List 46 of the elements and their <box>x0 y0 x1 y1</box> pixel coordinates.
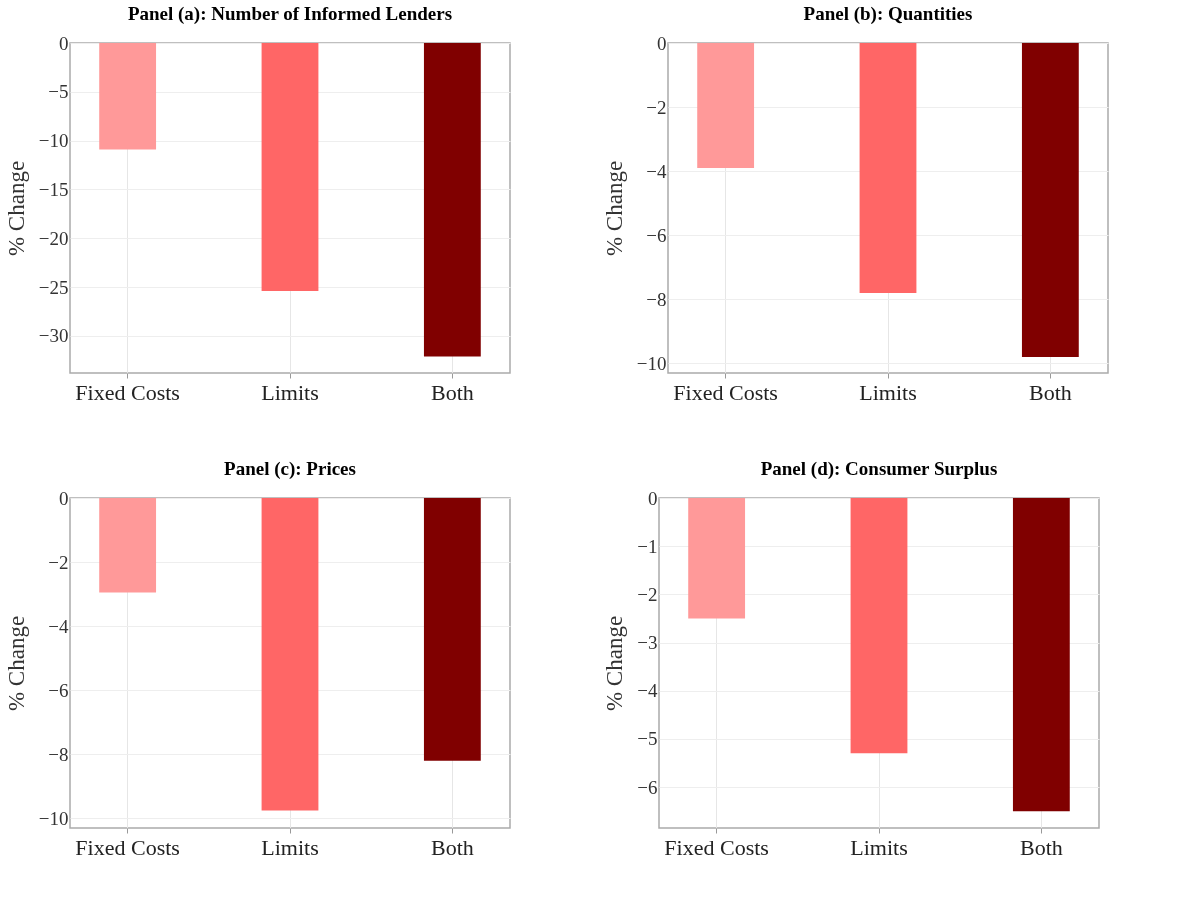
y-tick-label: −6 <box>646 224 667 246</box>
x-tick-label: Both <box>430 834 474 860</box>
y-tick-label: −10 <box>636 352 667 374</box>
y-tick-label: −30 <box>38 325 69 347</box>
x-tick-label: Limits <box>850 834 908 860</box>
y-axis-title: % Change <box>3 160 29 257</box>
y-tick-label: −2 <box>646 96 667 118</box>
y-tick-label: −8 <box>48 743 69 765</box>
chart-title: Panel (b): Quantities <box>803 3 973 25</box>
y-tick-label: −6 <box>48 679 69 701</box>
y-tick-label: −10 <box>38 130 69 152</box>
chart-title: Panel (a): Number of Informed Lenders <box>127 3 453 25</box>
y-tick-label: −3 <box>637 632 658 654</box>
y-tick-label: −20 <box>38 227 69 249</box>
y-tick-label: 0 <box>648 487 658 509</box>
y-tick-label: −1 <box>637 535 658 557</box>
chart-title: Panel (c): Prices <box>224 458 356 480</box>
chart-title: Panel (d): Consumer Surplus <box>760 458 998 480</box>
y-tick-label: −5 <box>48 81 69 103</box>
y-axis-title: % Change <box>602 615 628 712</box>
x-tick-label: Fixed Costs <box>75 834 180 860</box>
x-tick-label: Fixed Costs <box>664 834 769 860</box>
y-tick-label: −4 <box>48 615 69 637</box>
y-tick-label: −4 <box>646 160 667 182</box>
y-tick-label: −8 <box>646 288 667 310</box>
y-tick-label: −5 <box>637 728 658 750</box>
x-tick-label: Fixed Costs <box>673 379 778 405</box>
x-tick-label: Limits <box>261 834 319 860</box>
y-tick-label: −25 <box>38 276 69 298</box>
x-tick-label: Both <box>1028 379 1072 405</box>
y-tick-label: 0 <box>59 487 69 509</box>
x-tick-label: Both <box>430 379 474 405</box>
y-tick-label: 0 <box>59 32 69 54</box>
y-tick-label: −6 <box>637 776 658 798</box>
x-tick-label: Fixed Costs <box>75 379 180 405</box>
y-axis-title: % Change <box>3 615 29 712</box>
x-tick-label: Limits <box>261 379 319 405</box>
y-tick-label: −4 <box>637 680 658 702</box>
y-tick-label: 0 <box>657 32 667 54</box>
y-axis-title: % Change <box>601 160 627 257</box>
y-tick-label: −2 <box>637 583 658 605</box>
y-tick-label: −10 <box>38 807 69 829</box>
x-tick-label: Both <box>1019 834 1063 860</box>
y-tick-label: −15 <box>38 178 69 200</box>
y-tick-label: −2 <box>48 551 69 573</box>
x-tick-label: Limits <box>859 379 917 405</box>
